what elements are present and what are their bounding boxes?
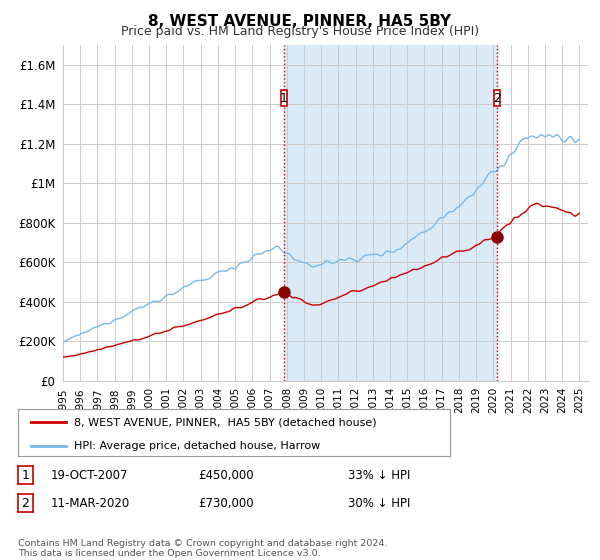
Text: Contains HM Land Registry data © Crown copyright and database right 2024.
This d: Contains HM Land Registry data © Crown c…: [18, 539, 388, 558]
Text: 11-MAR-2020: 11-MAR-2020: [51, 497, 130, 510]
Bar: [284, 45, 497, 381]
Text: 2: 2: [493, 92, 501, 105]
FancyBboxPatch shape: [281, 90, 287, 106]
Text: HPI: Average price, detached house, Harrow: HPI: Average price, detached house, Harr…: [74, 441, 320, 451]
Text: Price paid vs. HM Land Registry's House Price Index (HPI): Price paid vs. HM Land Registry's House …: [121, 25, 479, 38]
FancyBboxPatch shape: [494, 90, 500, 106]
Text: 1: 1: [22, 469, 29, 482]
Text: 2: 2: [22, 497, 29, 510]
Text: 1: 1: [280, 92, 288, 105]
Text: 30% ↓ HPI: 30% ↓ HPI: [348, 497, 410, 510]
Text: 8, WEST AVENUE, PINNER,  HA5 5BY (detached house): 8, WEST AVENUE, PINNER, HA5 5BY (detache…: [74, 417, 377, 427]
Text: 19-OCT-2007: 19-OCT-2007: [51, 469, 128, 482]
Text: 8, WEST AVENUE, PINNER, HA5 5BY: 8, WEST AVENUE, PINNER, HA5 5BY: [148, 14, 452, 29]
Text: £730,000: £730,000: [198, 497, 254, 510]
Text: £450,000: £450,000: [198, 469, 254, 482]
Text: 33% ↓ HPI: 33% ↓ HPI: [348, 469, 410, 482]
